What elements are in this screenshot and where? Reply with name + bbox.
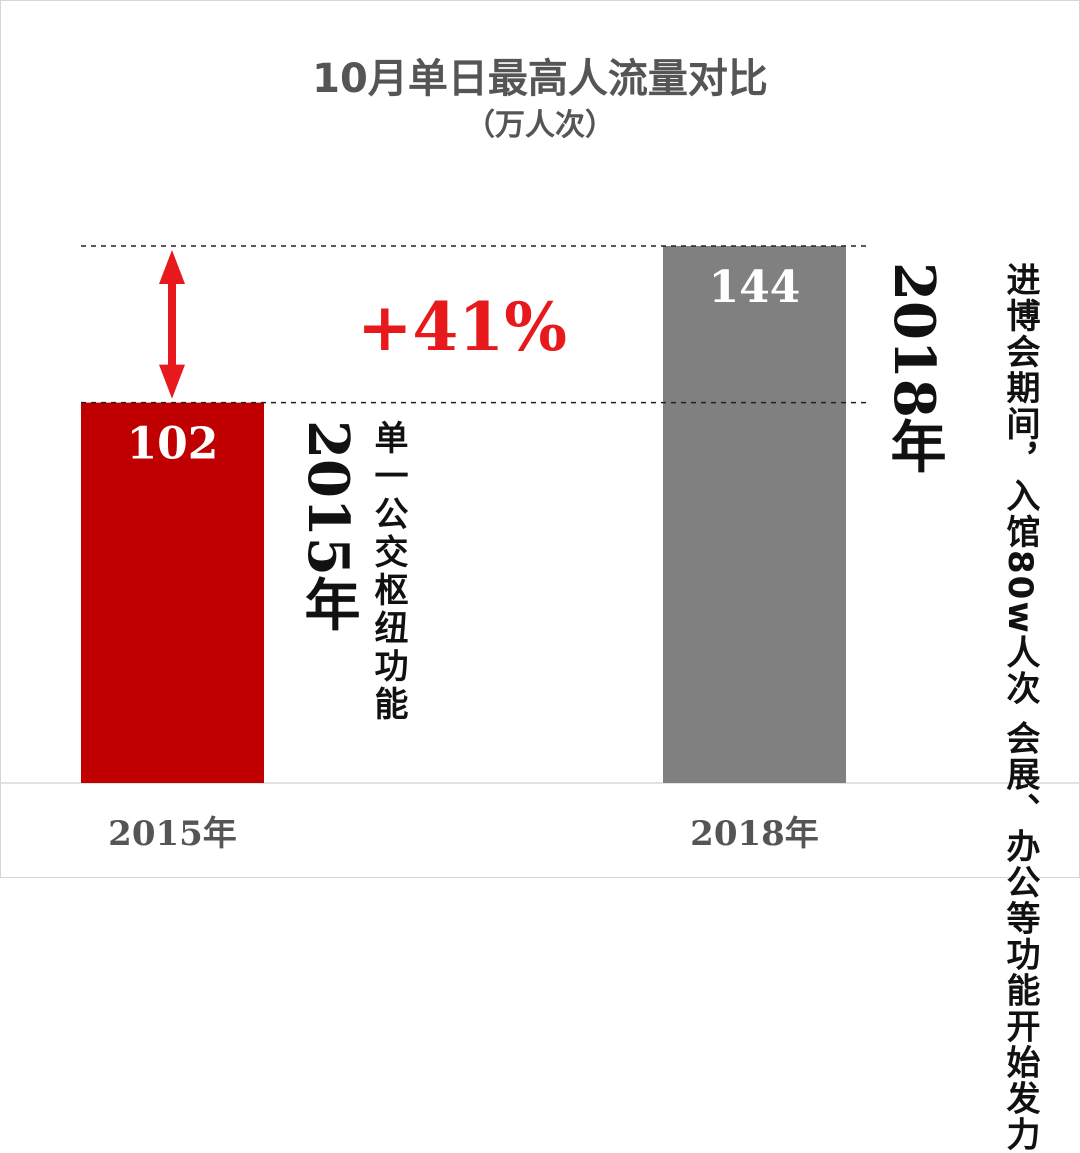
chart-title: 10月单日最高人流量对比 — [312, 56, 768, 102]
bar-value-label-1: 144 — [709, 262, 801, 313]
annotation-year-2015: 2015年 — [295, 420, 361, 632]
increase-arrow-head-down — [159, 364, 185, 399]
annotation-year-2018: 2018年 — [881, 262, 947, 474]
x-tick-label-0: 2015年 — [108, 814, 237, 854]
annotation-note-2018: 进博会期间，入馆80w人次 会展、办公等功能开始发力 — [1000, 262, 1040, 1153]
bar-0 — [81, 402, 264, 783]
increase-arrow-head-up — [159, 250, 185, 284]
bar-chart: 102 2015年 144 2018年 +41% — [0, 245, 1080, 854]
x-tick-label-1: 2018年 — [690, 814, 819, 854]
chart-subtitle: （万人次） — [465, 108, 615, 143]
bar-value-label-0: 102 — [127, 419, 219, 470]
annotation-note-2015: 单一公交枢纽功能 — [368, 420, 408, 724]
change-percent-label: +41% — [357, 288, 567, 366]
bar-1 — [663, 246, 846, 783]
